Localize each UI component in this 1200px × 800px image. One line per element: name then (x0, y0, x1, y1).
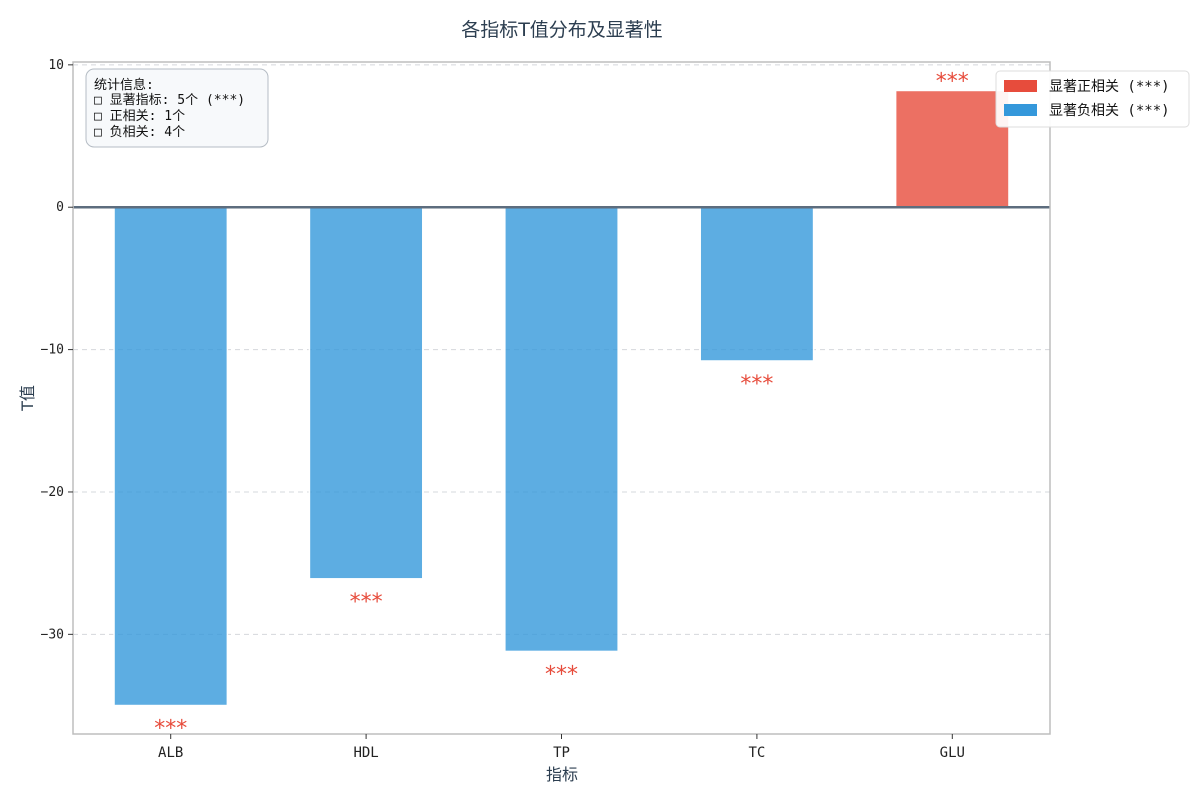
y-tick-label: −30 (41, 627, 64, 642)
bar-hdl (308, 206, 424, 580)
x-tick-label-tc: TC (748, 745, 765, 761)
bars (113, 89, 1010, 707)
legend-swatch-negative (1004, 104, 1037, 116)
bar-tp (504, 206, 619, 653)
significance-marker-hdl: *** (350, 590, 383, 615)
significance-marker-tp: *** (545, 662, 578, 687)
bar-tc (699, 206, 815, 362)
x-tick-label-tp: TP (553, 745, 570, 761)
significance-markers: *************** (154, 69, 969, 741)
chart-title: 各指标T值分布及显著性 (461, 19, 663, 41)
stats-line-positive: □ 正相关: 1个 (94, 109, 185, 124)
y-tick-label: 0 (56, 200, 64, 215)
y-axis-label: T值 (18, 385, 37, 412)
y-tick-label: −10 (41, 343, 64, 358)
x-tick-label-alb: ALB (158, 745, 183, 761)
significance-marker-glu: *** (936, 69, 969, 94)
legend: 显著正相关 (***) 显著负相关 (***) (995, 70, 1190, 128)
legend-background (995, 70, 1190, 128)
x-tick-label-glu: GLU (940, 745, 965, 761)
stats-box-background (85, 68, 269, 148)
x-tick-label-hdl: HDL (353, 745, 378, 761)
legend-label-positive: 显著正相关 (***) (1049, 79, 1170, 95)
stats-line-negative: □ 负相关: 4个 (94, 125, 185, 140)
significance-marker-tc: *** (740, 372, 773, 397)
legend-label-negative: 显著负相关 (***) (1049, 103, 1170, 119)
stats-box: 统计信息: □ 显著指标: 5个 (***) □ 正相关: 1个 □ 负相关: … (85, 68, 269, 148)
y-tick-label: −20 (41, 485, 64, 500)
x-axis-ticks: ALB HDL TP TC GLU (158, 734, 965, 761)
stats-title: 统计信息: (94, 77, 154, 93)
y-tick-label: 10 (48, 58, 64, 73)
bar-glu (894, 89, 1010, 208)
legend-swatch-positive (1004, 80, 1037, 92)
bar-alb (113, 206, 229, 707)
x-axis-label: 指标 (546, 765, 578, 784)
stats-line-significant: □ 显著指标: 5个 (***) (94, 93, 245, 108)
y-axis-ticks: 10 0 −10 −20 −30 (41, 58, 73, 642)
